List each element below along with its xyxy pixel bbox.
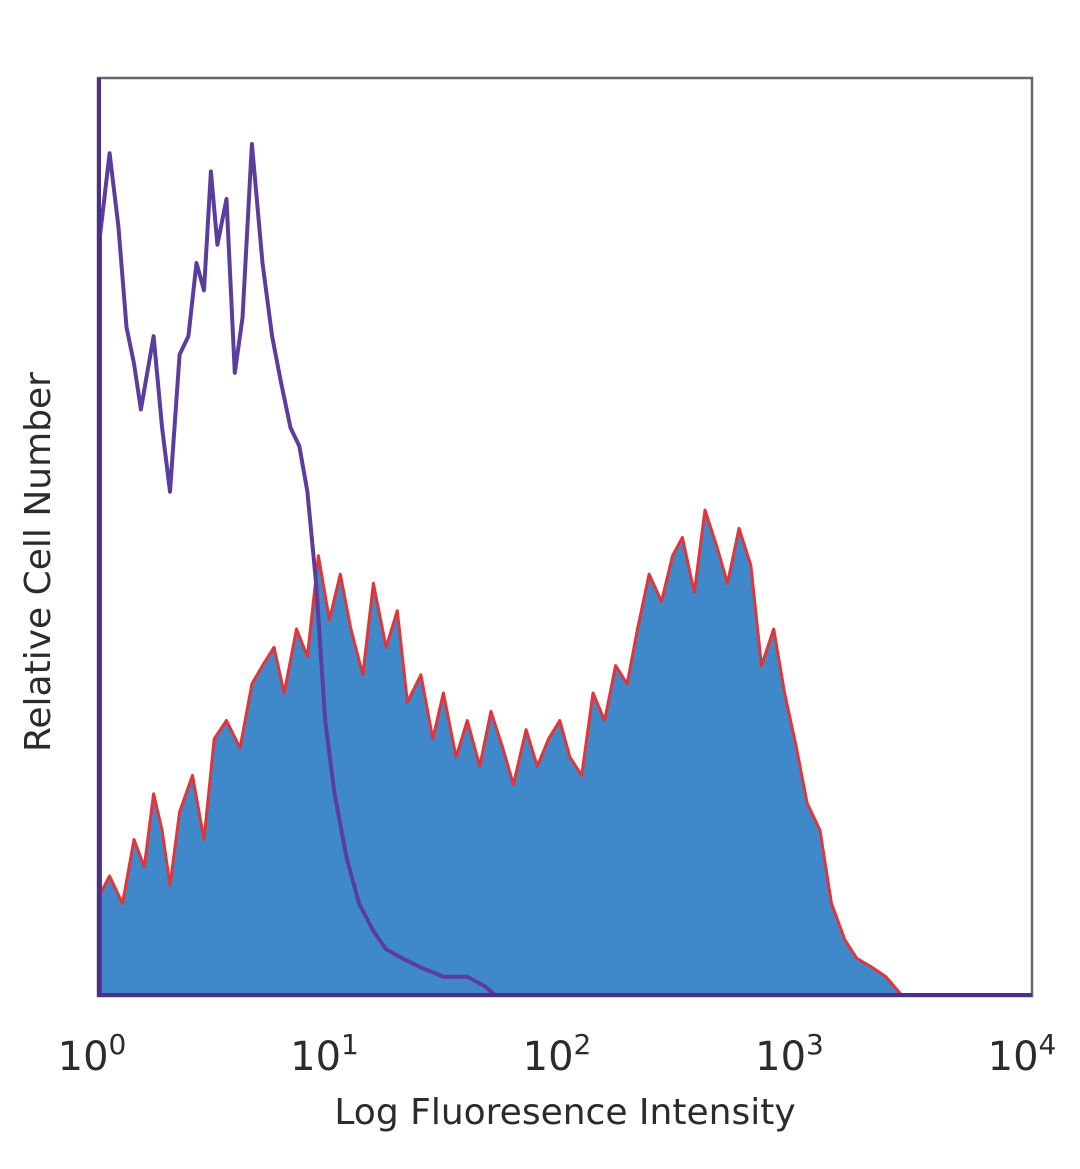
series-layer [98,142,1030,997]
y-axis-label: Relative Cell Number [18,372,59,752]
series-0-outline-histogram [98,142,1030,997]
x-tick-label-3: 103 [755,1028,824,1080]
x-axis-label: Log Fluoresence Intensity [334,1092,795,1133]
x-tick-label-4: 104 [988,1028,1057,1080]
series-1-filled-histogram [100,510,1030,995]
x-tick-label-1: 101 [290,1028,359,1080]
x-tick-labels: 100 101 102 103 104 [58,1028,1057,1080]
x-tick-label-2: 102 [523,1028,592,1080]
x-tick-label-0: 100 [58,1028,127,1080]
series-1-histogram-edge [98,508,1030,997]
